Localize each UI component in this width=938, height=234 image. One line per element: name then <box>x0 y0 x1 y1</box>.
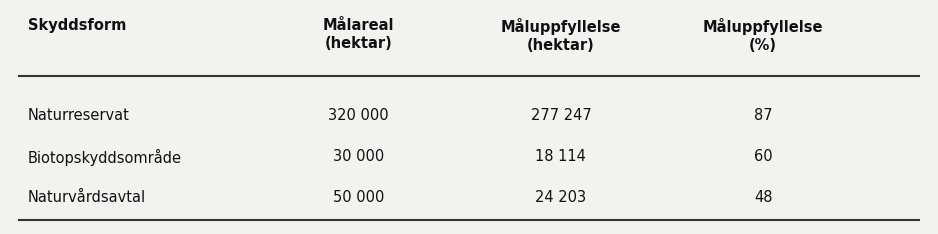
Text: 320 000: 320 000 <box>328 108 389 123</box>
Text: 18 114: 18 114 <box>536 149 586 164</box>
Text: 24 203: 24 203 <box>536 190 586 205</box>
Text: 30 000: 30 000 <box>333 149 385 164</box>
Text: Naturvårdsavtal: Naturvårdsavtal <box>28 190 146 205</box>
Text: 87: 87 <box>754 108 773 123</box>
Text: Naturreservat: Naturreservat <box>28 108 129 123</box>
Text: Skyddsform: Skyddsform <box>28 18 126 33</box>
Text: Måluppfyllelse
(hektar): Måluppfyllelse (hektar) <box>501 18 621 53</box>
Text: Målareal
(hektar): Målareal (hektar) <box>323 18 395 51</box>
Text: Måluppfyllelse
(%): Måluppfyllelse (%) <box>703 18 824 53</box>
Text: 60: 60 <box>754 149 773 164</box>
Text: 277 247: 277 247 <box>531 108 591 123</box>
Text: Biotopskyddsområde: Biotopskyddsområde <box>28 149 182 166</box>
Text: 48: 48 <box>754 190 772 205</box>
Text: 50 000: 50 000 <box>333 190 385 205</box>
